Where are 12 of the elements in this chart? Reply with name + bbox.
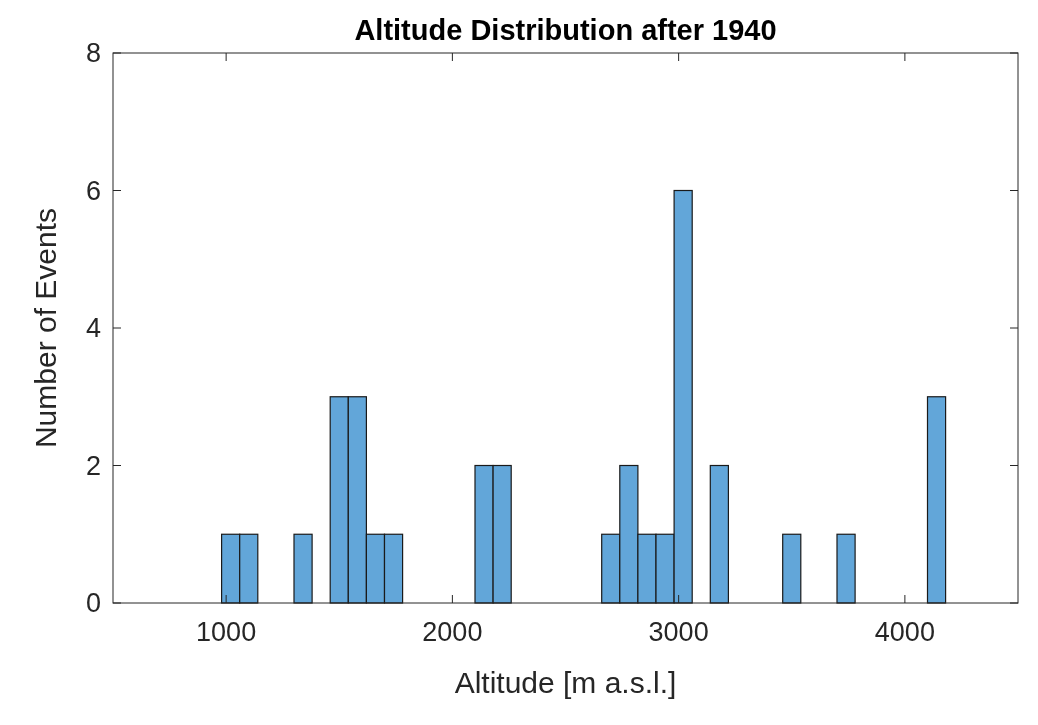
chart-title: Altitude Distribution after 1940 <box>354 14 777 46</box>
y-tick-label: 2 <box>85 450 101 481</box>
x-tick-label: 2000 <box>422 617 483 647</box>
y-tick-label: 8 <box>85 38 101 69</box>
y-axis-title: Number of Events <box>29 207 62 449</box>
y-tick-label: 6 <box>85 175 101 206</box>
x-tick-label: 4000 <box>874 617 935 647</box>
x-tick-label: 3000 <box>648 617 709 647</box>
y-tick-label: 4 <box>85 313 101 344</box>
y-tick-label: 0 <box>85 588 101 619</box>
x-tick-label: 1000 <box>196 617 257 647</box>
x-axis-title: Altitude [m a.s.l.] <box>454 666 677 699</box>
